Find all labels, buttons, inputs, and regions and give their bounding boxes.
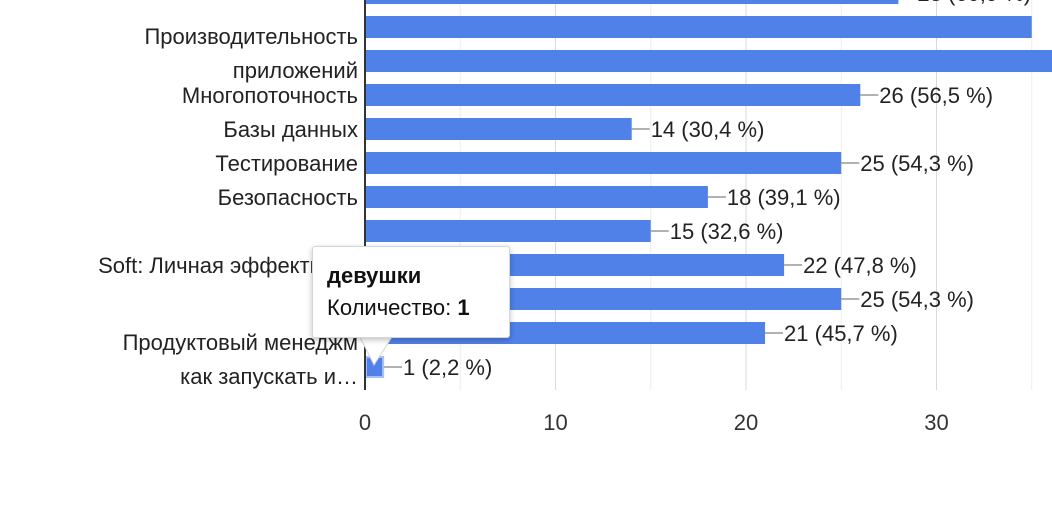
bar	[365, 118, 632, 140]
value-label: 28 (60,9 %)	[917, 0, 1031, 6]
category-label: Безопасность	[218, 185, 358, 210]
value-label: 25 (54,3 %)	[860, 287, 974, 312]
category-label: как запускать и…	[180, 364, 358, 389]
tooltip-label: Количество:	[327, 295, 458, 320]
bar	[365, 84, 861, 106]
tooltip-pointer	[360, 337, 393, 367]
bar	[365, 186, 708, 208]
category-label: Базы данных	[223, 117, 358, 142]
tooltip-value: 1	[457, 295, 470, 320]
bar	[365, 16, 1032, 38]
x-axis-ticks: 0 10 20 30	[359, 410, 949, 435]
value-label: 21 (45,7 %)	[784, 321, 898, 346]
tooltip-row: Количество: 1	[327, 291, 509, 325]
tick-label: 30	[924, 410, 948, 435]
tooltip: девушки Количество: 1	[312, 246, 510, 338]
tick-label: 0	[359, 410, 371, 435]
value-labels: 28 (60,9 %) 26 (56,5 %) 14 (30,4 %) 25 (54,…	[384, 0, 1031, 380]
category-labels: Производительность приложенийМногопоточно…	[98, 24, 358, 389]
category-label: Производительность	[144, 24, 358, 49]
value-label: 18 (39,1 %)	[727, 185, 841, 210]
bar	[365, 152, 842, 174]
value-label: 25 (54,3 %)	[860, 151, 974, 176]
value-label: 26 (56,5 %)	[879, 83, 993, 108]
tooltip-title: девушки	[327, 263, 422, 288]
category-label: Тестирование	[215, 151, 358, 176]
value-label: 14 (30,4 %)	[651, 117, 765, 142]
value-label: 22 (47,8 %)	[803, 253, 917, 278]
value-label: 1 (2,2 %)	[403, 355, 492, 380]
bar	[365, 0, 899, 4]
category-label: Многопоточность	[182, 83, 358, 108]
bar	[365, 50, 1052, 72]
category-label: приложений	[233, 58, 358, 83]
bar	[365, 220, 651, 242]
bar	[365, 356, 385, 378]
tick-label: 10	[543, 410, 567, 435]
value-label: 15 (32,6 %)	[670, 219, 784, 244]
tick-label: 20	[734, 410, 758, 435]
